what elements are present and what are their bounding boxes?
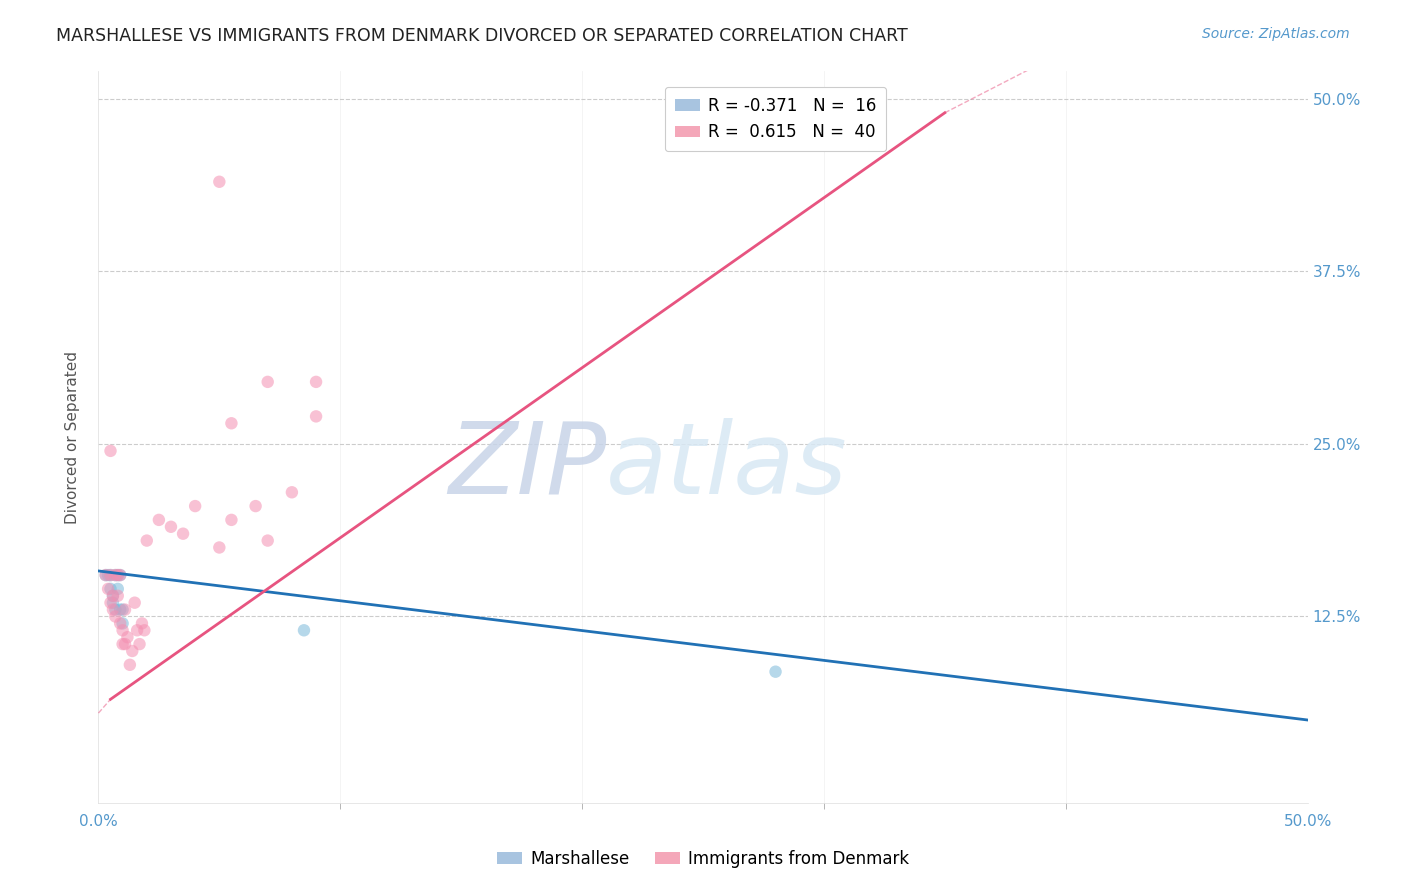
- Point: [160, 520, 183, 534]
- Point: [107, 568, 129, 582]
- Point: [101, 589, 124, 603]
- Point: [101, 596, 124, 610]
- Point: [256, 375, 278, 389]
- Point: [134, 624, 156, 638]
- Point: [108, 568, 131, 582]
- Point: [128, 637, 150, 651]
- Point: [117, 630, 139, 644]
- Legend: R = -0.371   N =  16, R =  0.615   N =  40: R = -0.371 N = 16, R = 0.615 N = 40: [665, 87, 886, 152]
- Point: [104, 568, 127, 582]
- Point: [121, 644, 143, 658]
- Point: [101, 589, 124, 603]
- Text: MARSHALLESE VS IMMIGRANTS FROM DENMARK DIVORCED OR SEPARATED CORRELATION CHART: MARSHALLESE VS IMMIGRANTS FROM DENMARK D…: [56, 27, 908, 45]
- Point: [104, 602, 127, 616]
- Point: [108, 602, 131, 616]
- Text: ZIP: ZIP: [449, 417, 606, 515]
- Point: [111, 616, 134, 631]
- Point: [245, 499, 267, 513]
- Point: [114, 637, 136, 651]
- Point: [281, 485, 304, 500]
- Point: [221, 513, 243, 527]
- Point: [114, 602, 136, 616]
- Point: [124, 596, 146, 610]
- Point: [305, 409, 328, 424]
- Point: [256, 533, 278, 548]
- Point: [101, 602, 124, 616]
- Point: [135, 533, 157, 548]
- Point: [111, 624, 134, 638]
- Point: [221, 417, 243, 431]
- Point: [172, 526, 194, 541]
- Point: [108, 616, 131, 631]
- Point: [765, 665, 787, 679]
- Point: [100, 568, 122, 582]
- Point: [208, 175, 231, 189]
- Point: [107, 589, 129, 603]
- Point: [208, 541, 231, 555]
- Point: [107, 568, 129, 582]
- Point: [111, 602, 134, 616]
- Point: [97, 568, 120, 582]
- Point: [104, 568, 127, 582]
- Point: [107, 582, 129, 596]
- Point: [292, 624, 315, 638]
- Point: [305, 375, 328, 389]
- Point: [131, 616, 153, 631]
- Point: [104, 609, 127, 624]
- Point: [111, 637, 134, 651]
- Point: [100, 568, 122, 582]
- Text: Source: ZipAtlas.com: Source: ZipAtlas.com: [1202, 27, 1350, 41]
- Point: [97, 582, 120, 596]
- Point: [100, 443, 122, 458]
- Text: atlas: atlas: [606, 417, 848, 515]
- Y-axis label: Divorced or Separated: Divorced or Separated: [65, 351, 80, 524]
- Point: [108, 568, 131, 582]
- Point: [94, 568, 117, 582]
- Point: [94, 568, 117, 582]
- Point: [100, 582, 122, 596]
- Point: [100, 596, 122, 610]
- Point: [127, 624, 149, 638]
- Point: [184, 499, 207, 513]
- Legend: Marshallese, Immigrants from Denmark: Marshallese, Immigrants from Denmark: [491, 844, 915, 875]
- Point: [118, 657, 141, 672]
- Point: [148, 513, 170, 527]
